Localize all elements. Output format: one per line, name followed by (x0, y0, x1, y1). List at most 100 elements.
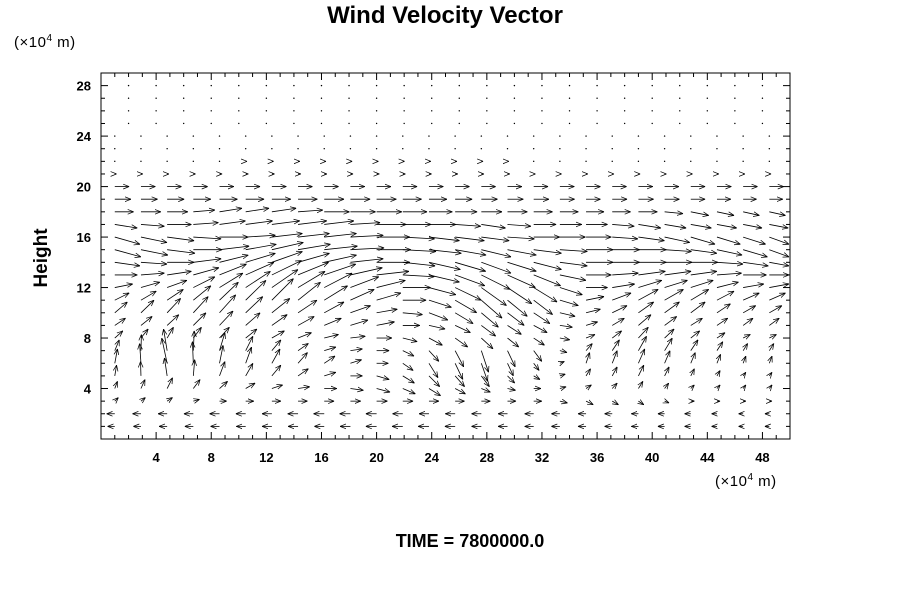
wind-vector (140, 249, 168, 255)
wind-vector (664, 338, 673, 351)
wind-vector (164, 358, 167, 376)
calm-point (679, 97, 681, 99)
calm-point (706, 84, 709, 87)
wind-vector (664, 236, 690, 242)
wind-vector (245, 336, 253, 351)
wind-vector (140, 343, 141, 364)
wind-vector (219, 246, 250, 251)
calm-point (706, 97, 709, 99)
wind-vector (769, 284, 789, 288)
wind-vector (428, 287, 456, 295)
wind-vector (324, 372, 336, 376)
wind-vector (664, 329, 674, 339)
x-tick-label: 28 (480, 450, 494, 465)
calm-point (541, 122, 543, 125)
wind-vector-dot (663, 148, 666, 150)
wind-vector-dot (585, 148, 587, 150)
wind-vector (245, 262, 274, 276)
wind-vector (481, 274, 510, 289)
wind-vector (271, 233, 303, 238)
wind-vector (140, 316, 152, 326)
x-tick-label: 40 (645, 450, 659, 465)
wind-vector (219, 327, 230, 339)
wind-vector (350, 349, 362, 351)
wind-vector (193, 331, 194, 351)
calm-point (265, 110, 268, 112)
wind-vector (454, 388, 465, 394)
y-tick-label: 20 (77, 180, 91, 195)
wind-vector (350, 320, 368, 326)
calm-point (486, 110, 488, 112)
y-tick-label: 4 (84, 382, 92, 397)
wind-vector (454, 312, 473, 324)
wind-vector (585, 343, 592, 351)
wind-vector (742, 334, 750, 338)
wind-vector (665, 383, 669, 388)
calm-point (210, 84, 212, 87)
wind-vector (611, 367, 617, 377)
x-tick-label: 48 (755, 450, 769, 465)
wind-vector (271, 261, 302, 276)
wind-vector (297, 244, 330, 251)
plot-frame (100, 72, 791, 440)
calm-point (403, 97, 405, 99)
wind-vector (166, 298, 181, 314)
calm-point (265, 97, 268, 99)
wind-vector (140, 291, 156, 301)
wind-vector (219, 345, 224, 364)
x-axis-unit: (×104 m) (715, 472, 777, 490)
wind-vector-dot (768, 135, 771, 137)
wind-vector (665, 367, 670, 377)
wind-vector (560, 387, 566, 389)
wind-vector (428, 299, 452, 307)
wind-vector (454, 350, 464, 367)
wind-vector (193, 380, 200, 389)
calm-point (651, 110, 653, 112)
calm-point (431, 84, 433, 87)
wind-vector (245, 383, 255, 389)
wind-vector (690, 236, 715, 244)
wind-vector (428, 274, 460, 282)
wind-vector (612, 224, 634, 226)
calm-point (679, 84, 681, 87)
wind-vector (376, 376, 390, 380)
calm-point (679, 110, 681, 112)
wind-vector-dot (611, 135, 613, 137)
wind-vector (376, 271, 409, 276)
calm-point (182, 122, 185, 125)
wind-vector (454, 375, 464, 387)
calm-point (458, 97, 460, 99)
wind-vector (324, 286, 347, 301)
wind-vector (664, 271, 692, 276)
wind-vector (114, 261, 140, 266)
wind-vector (611, 331, 621, 339)
wind-vector-dot (114, 160, 116, 163)
calm-point (761, 110, 764, 112)
wind-vector (507, 224, 531, 226)
wind-vector-dot (244, 148, 247, 150)
wind-vector (140, 273, 164, 275)
wind-vector-dot (140, 148, 142, 150)
calm-point (210, 97, 212, 99)
wind-vector (481, 249, 511, 257)
wind-vector (481, 224, 505, 228)
wind-vector (742, 306, 756, 314)
wind-vector-dot (271, 148, 273, 150)
wind-vector (690, 271, 717, 276)
calm-point (734, 110, 736, 112)
wind-vector (428, 350, 439, 362)
wind-vector (507, 389, 516, 391)
calm-point (238, 122, 240, 125)
wind-vector (193, 286, 211, 301)
calm-point (348, 110, 350, 112)
wind-vector (140, 282, 160, 288)
wind-vector (298, 233, 330, 238)
wind-vector (297, 387, 310, 389)
wind-vector (664, 302, 680, 314)
wind-vector (245, 271, 271, 288)
wind-vector (638, 271, 665, 276)
wind-vector (245, 329, 257, 339)
wind-vector (691, 385, 695, 389)
wind-vector (428, 337, 443, 345)
wind-vector-dot (559, 135, 561, 137)
